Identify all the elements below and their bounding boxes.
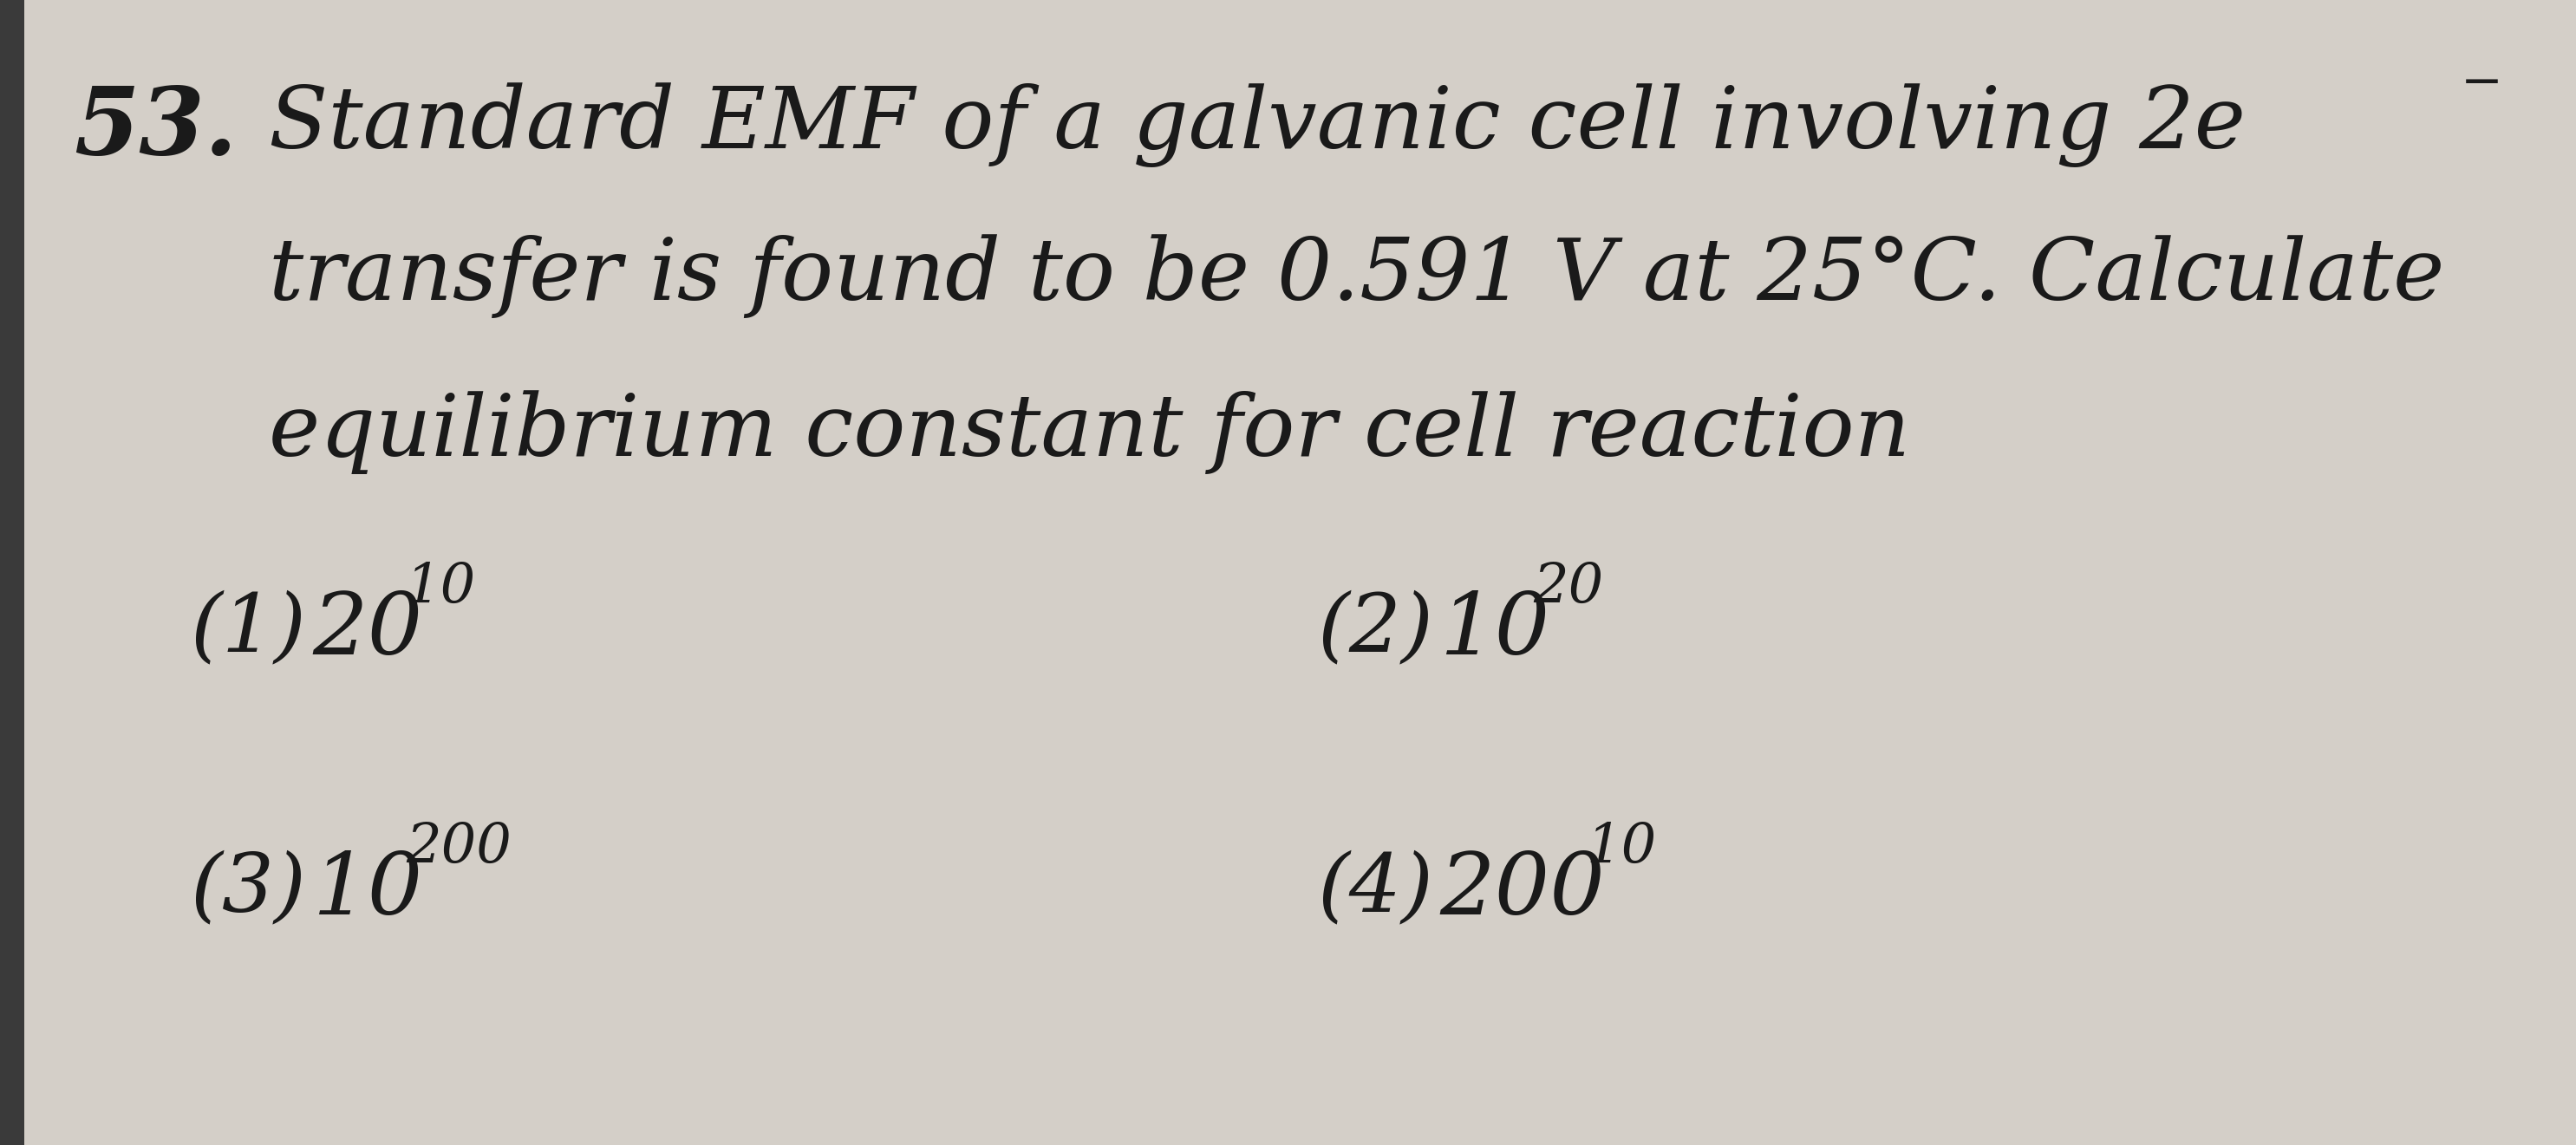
Text: 20: 20 bbox=[312, 590, 422, 672]
Text: 10: 10 bbox=[1440, 590, 1551, 672]
FancyBboxPatch shape bbox=[0, 0, 23, 1145]
Text: equilibrium constant for cell reaction: equilibrium constant for cell reaction bbox=[268, 390, 1911, 474]
Text: (4): (4) bbox=[1319, 850, 1435, 927]
Text: 10: 10 bbox=[1587, 822, 1656, 875]
Text: transfer is found to be 0.591 V at 25°C. Calculate: transfer is found to be 0.591 V at 25°C.… bbox=[268, 234, 2445, 318]
Text: Standard EMF of a galvanic cell involving 2e: Standard EMF of a galvanic cell involvin… bbox=[268, 82, 2246, 167]
Text: 200: 200 bbox=[407, 822, 513, 875]
Text: (1): (1) bbox=[191, 590, 307, 668]
Text: (3): (3) bbox=[191, 850, 307, 927]
Text: 53.: 53. bbox=[75, 82, 237, 174]
Text: 200: 200 bbox=[1440, 850, 1605, 932]
Text: 10: 10 bbox=[407, 562, 477, 615]
Text: −: − bbox=[2460, 58, 2504, 108]
Text: (2): (2) bbox=[1319, 590, 1435, 668]
Text: 20: 20 bbox=[1533, 562, 1602, 615]
Text: 10: 10 bbox=[312, 850, 422, 932]
